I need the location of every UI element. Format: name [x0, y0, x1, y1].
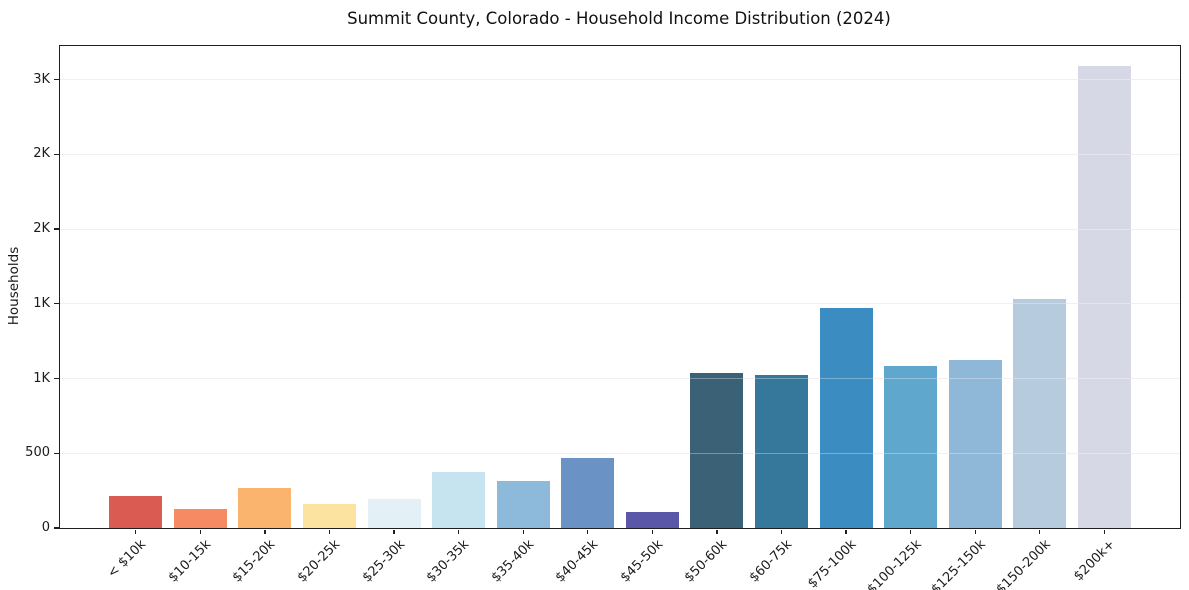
bar-75-100k: [819, 307, 873, 528]
y-tick: [53, 228, 59, 230]
plot-area: 0 500 1K 1K 2K 2K 3K < $10k $10-15k $15-20k $20-25…: [25, 45, 1181, 590]
y-gridline: [60, 228, 1180, 230]
y-tick-label: 500: [25, 445, 50, 461]
x-tick-label: $60-75k: [746, 537, 796, 586]
x-tick: [328, 529, 331, 535]
bar-200k: [1077, 65, 1131, 528]
bar-60-75k: [755, 374, 808, 528]
y-gridline-overlay: [60, 228, 1180, 230]
x-tick-label: $200k+: [1070, 537, 1118, 585]
x-tick-label: $30-35k: [423, 537, 473, 586]
bar-50-60k: [690, 372, 744, 528]
bar-40-45k: [561, 458, 615, 528]
bar-10-15k: [173, 508, 227, 528]
chart-title: Summit County, Colorado - Household Inco…: [347, 9, 891, 28]
y-gridline-overlay: [60, 79, 1180, 81]
x-tick: [845, 529, 847, 535]
y-gridline-overlay: [60, 452, 1180, 454]
x-tick: [909, 529, 912, 535]
x-tick: [458, 529, 460, 535]
y-gridline-overlay: [60, 378, 1180, 380]
x-tick-label: $10-15k: [165, 537, 214, 586]
x-tick: [1039, 529, 1041, 535]
y-tick-label: 1K: [33, 370, 50, 386]
bar-125-150k: [948, 360, 1002, 528]
x-tick-label: $35-40k: [488, 537, 537, 586]
y-gridline: [60, 378, 1180, 380]
y-tick: [53, 153, 59, 155]
x-tick-label: < $10k: [105, 537, 150, 582]
x-tick-label: $15-20k: [230, 537, 279, 586]
bar-45-50k: [625, 511, 679, 528]
bar-15-20k: [238, 488, 292, 528]
x-tick-label: $20-25k: [294, 537, 344, 586]
x-tick: [974, 529, 976, 535]
x-tick-label: $25-30k: [359, 537, 408, 586]
y-gridline: [60, 303, 1180, 305]
y-gridline: [60, 452, 1180, 454]
x-tick-label: $75-100k: [805, 537, 860, 590]
bar-20-25k: [303, 504, 356, 528]
x-tick: [522, 529, 524, 535]
x-tick-label: $45-50k: [617, 537, 666, 586]
bar-150-200k: [1013, 299, 1067, 528]
x-tick-label: $150-200k: [993, 537, 1054, 590]
y-tick: [53, 303, 59, 305]
x-tick-label: $50-60k: [682, 537, 731, 586]
x-tick: [780, 529, 783, 535]
x-tick: [587, 529, 589, 535]
y-tick-label: 0: [41, 520, 50, 535]
x-tick: [199, 529, 202, 535]
y-tick: [53, 527, 59, 529]
y-tick: [53, 78, 59, 81]
y-tick-label: 2K: [33, 146, 50, 162]
bar-10k: [109, 495, 163, 528]
y-tick: [53, 377, 59, 380]
y-gridline-overlay: [60, 153, 1180, 155]
y-tick-label: 1K: [33, 295, 50, 311]
x-tick: [1103, 529, 1105, 535]
y-axis-label: Households: [6, 246, 22, 326]
x-tick-label: $40-45k: [552, 537, 602, 586]
x-tick: [264, 529, 266, 535]
y-gridline: [60, 79, 1180, 81]
bar-100-125k: [884, 365, 938, 528]
x-tick-label: $100-125k: [864, 537, 925, 590]
y-tick-label: 3K: [33, 71, 50, 87]
y-gridline: [60, 153, 1180, 155]
x-tick: [135, 529, 137, 535]
y-tick-label: 2K: [33, 221, 50, 237]
x-tick-label: $125-150k: [928, 537, 989, 590]
y-gridline-overlay: [60, 303, 1180, 305]
x-tick: [393, 529, 395, 535]
bar-25-30k: [367, 498, 421, 528]
bar-35-40k: [496, 480, 550, 528]
bar-30-35k: [432, 472, 486, 528]
y-tick: [53, 452, 59, 454]
x-tick: [716, 529, 718, 535]
x-tick: [651, 529, 653, 535]
